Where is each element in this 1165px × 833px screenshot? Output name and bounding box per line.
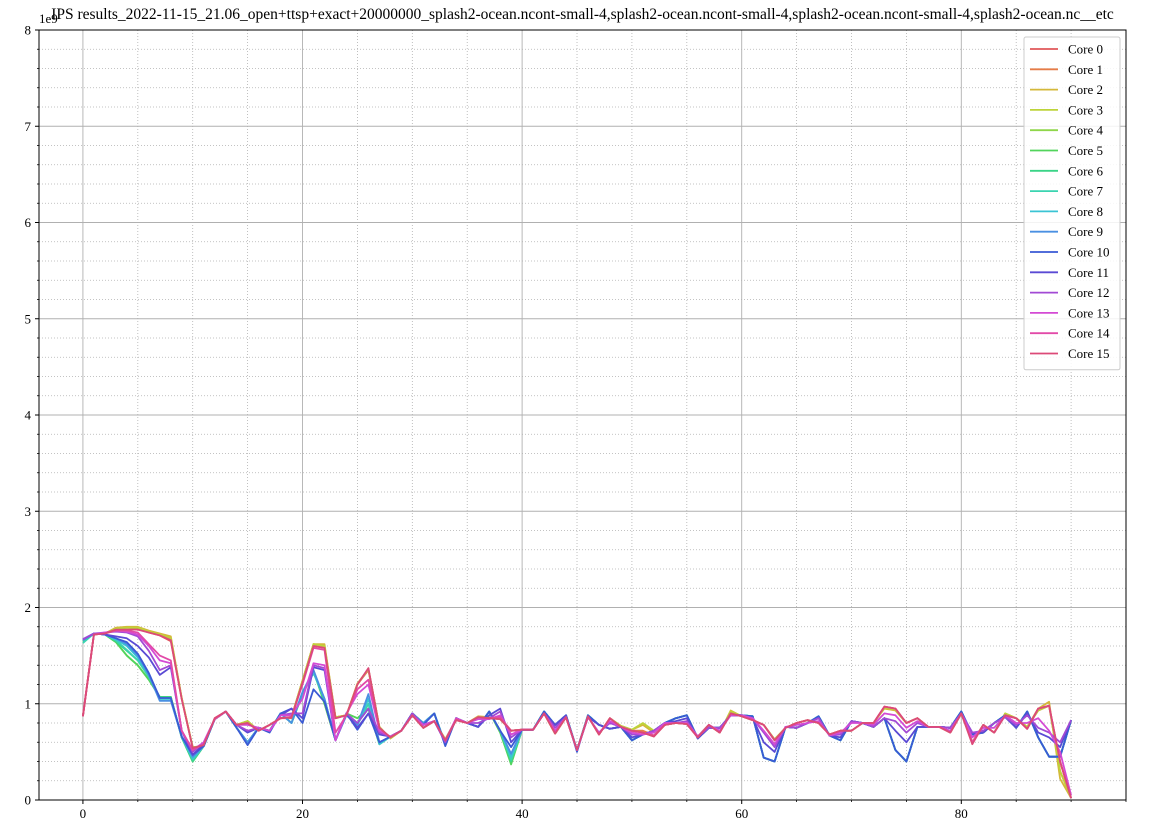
x-tick-label: 40 [516,806,529,821]
series-line-core-3 [82,626,1072,799]
y-tick-label: 6 [25,215,32,230]
x-tick-label: 20 [296,806,309,821]
y-offset-label: 1e9 [39,11,58,26]
legend-label: Core 8 [1068,204,1103,219]
legend-label: Core 10 [1068,245,1110,260]
legend-label: Core 3 [1068,102,1103,117]
legend-label: Core 9 [1068,224,1103,239]
legend-label: Core 13 [1068,305,1110,320]
legend-label: Core 12 [1068,285,1110,300]
legend-label: Core 0 [1068,42,1103,57]
series-line-core-4 [82,632,1072,765]
legend-label: Core 7 [1068,184,1104,199]
legend-label: Core 2 [1068,82,1103,97]
y-tick-label: 4 [25,408,32,423]
series-line-core-10 [82,632,1072,763]
y-tick-label: 5 [25,311,32,326]
series-layer [82,625,1072,799]
legend-label: Core 5 [1068,143,1103,158]
y-tick-label: 2 [25,600,32,615]
legend-box [1023,36,1121,371]
axis-layer: 0 20 40 60 80 0 1 2 3 4 5 6 7 8 1e9 [25,11,1127,821]
series-line-core-1 [82,626,1072,799]
x-tick-label: 0 [80,806,87,821]
x-tick-label: 80 [955,806,968,821]
legend-label: Core 4 [1068,123,1104,138]
legend-label: Core 1 [1068,62,1103,77]
chart-title: IPS results_2022-11-15_21.06_open+ttsp+e… [51,6,1114,23]
legend: Core 0 Core 1 Core 2 Core 3 Core 4 Core 5 Core… [1023,36,1121,371]
legend-label: Core 15 [1068,346,1110,361]
y-tick-label: 7 [25,119,32,134]
legend-label: Core 6 [1068,163,1104,178]
y-tick-label: 3 [25,504,32,519]
legend-label: Core 14 [1068,326,1110,341]
series-line-core-13 [82,629,1072,796]
y-tick-label: 0 [25,793,32,808]
x-tick-label: 60 [735,806,748,821]
series-line-core-0 [82,626,1072,799]
series-line-core-12 [82,630,1072,753]
grid-layer [39,29,1127,801]
series-line-core-15 [82,628,1072,799]
y-tick-label: 8 [25,23,32,38]
y-tick-label: 1 [25,696,32,711]
series-line-core-2 [82,625,1072,799]
legend-label: Core 11 [1068,265,1109,280]
